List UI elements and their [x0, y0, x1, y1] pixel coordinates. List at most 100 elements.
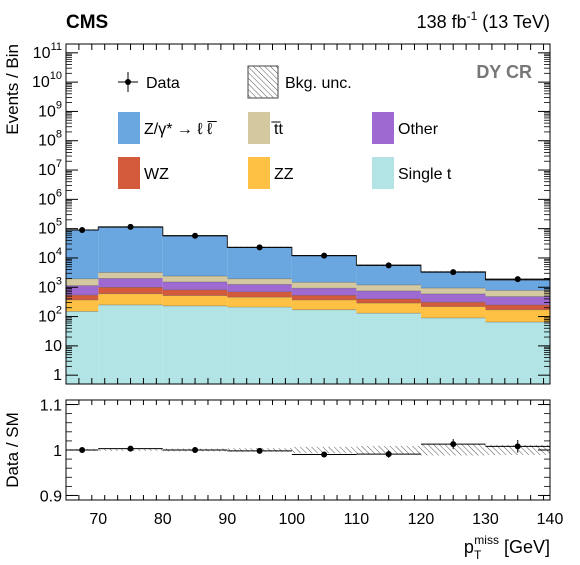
ratio-point-2 [192, 447, 199, 453]
data-points [66, 223, 550, 283]
x-axis-label-p: p [464, 537, 474, 557]
legend-label-singlet: Single t [398, 166, 452, 183]
y-tick-label-6: 106 [38, 187, 62, 208]
bar-other-bin-4 [291, 288, 357, 296]
bar-wz-bin-0 [66, 295, 99, 300]
legend-label-zz: ZZ [274, 166, 294, 183]
x-axis-label-sub: T [474, 548, 482, 562]
ratio-band-bin-5 [356, 445, 421, 455]
legend-bkg-unc: Bkg. unc. [247, 65, 352, 99]
y-tick-label-1: 10 [44, 338, 62, 355]
bar-dy-bin-7 [485, 279, 550, 291]
bar-dy-bin-0 [66, 230, 99, 279]
stacked-histogram [66, 226, 550, 384]
legend-label-wz: WZ [144, 166, 169, 183]
main-panel-frame [65, 43, 551, 385]
series-other [66, 278, 550, 305]
y-tick-label-11: 1011 [33, 41, 62, 62]
experiment-label: CMS [66, 12, 108, 33]
x-axis-label-sup: miss [474, 533, 499, 547]
x-tick-label-140: 140 [537, 511, 564, 528]
series-wz [66, 287, 550, 310]
bar-ttbar-bin-6 [420, 288, 486, 294]
bar-dy-bin-1 [98, 227, 163, 273]
lumi-label: 138 fb-1 (13 TeV) [417, 9, 550, 32]
legend-swatch-other [372, 112, 394, 144]
data-point-6 [450, 269, 457, 276]
bar-wz-bin-2 [162, 289, 228, 296]
lumi-exponent: -1 [467, 9, 478, 23]
bar-wz-bin-4 [291, 295, 357, 300]
bar-other-bin-3 [227, 284, 292, 292]
x-tick-label-110: 110 [344, 511, 370, 528]
x-tick-label-130: 130 [472, 511, 499, 528]
ratio-point-4 [321, 451, 328, 458]
y-tick-label-3: 103 [38, 275, 62, 296]
bar-ttbar-bin-2 [162, 276, 228, 282]
bar-wz-bin-1 [98, 287, 163, 294]
ratio-point-5 [385, 451, 392, 458]
bar-dy-bin-2 [162, 235, 228, 277]
bar-singlet-bin-2 [162, 305, 228, 384]
bar-singlet-bin-7 [485, 322, 550, 384]
bar-singlet-bin-1 [98, 304, 163, 384]
y-tick-label-7: 107 [38, 158, 62, 179]
legend-wz: WZ [118, 157, 169, 189]
legend-label-ttbar: t̅t [271, 121, 283, 138]
bar-ttbar-bin-0 [66, 278, 99, 286]
bar-other-bin-7 [485, 296, 550, 305]
ratio-y-axis-label: Data / SM [3, 412, 22, 488]
legend-swatch-ttbar [248, 112, 270, 144]
series-zz [66, 293, 550, 323]
data-point-5 [385, 262, 392, 269]
bar-dy-bin-3 [227, 247, 292, 279]
lumi-value: 138 fb [417, 12, 467, 32]
y-tick-label-0: 1 [53, 367, 62, 384]
ratio-band-bin-4 [291, 446, 357, 454]
x-axis-label-unit: [GeV] [504, 537, 550, 557]
region-label: DY CR [476, 62, 532, 82]
bar-zz-bin-3 [227, 297, 292, 308]
bar-zz-bin-6 [420, 306, 486, 318]
legend-dy: Z/γ* → ℓ ℓ̅ [118, 112, 217, 144]
main-y-axis-label: Events / Bin [3, 44, 22, 135]
y-tick-label-10: 1010 [32, 70, 62, 91]
ratio-y-tick-label-1: 1 [53, 443, 62, 460]
ratio-point-7 [514, 443, 521, 450]
x-tick-label-90: 90 [218, 511, 236, 528]
bar-ttbar-bin-4 [291, 282, 357, 289]
main-y-axis: 1 10 102 103 104 105 106 107 108 109 1010 1011 [32, 41, 550, 384]
bar-zz-bin-0 [66, 299, 99, 312]
data-point-7 [514, 276, 521, 283]
bar-ttbar-bin-3 [227, 278, 292, 285]
ratio-band-bin-6 [420, 444, 486, 456]
bar-zz-bin-1 [98, 293, 163, 305]
bar-other-bin-0 [66, 285, 99, 296]
data-point-0 [79, 226, 86, 233]
series-dy [66, 227, 550, 291]
bar-singlet-bin-5 [356, 313, 421, 384]
x-tick-label-120: 120 [408, 511, 435, 528]
legend-swatch-zz [248, 157, 270, 189]
ratio-point-3 [256, 447, 263, 454]
x-tick-label-70: 70 [89, 511, 107, 528]
legend: Data Bkg. unc. Z/γ* → ℓ ℓ̅ t̅t Other WZ ZZ Sing… [118, 65, 452, 189]
legend-data-label: Data [146, 75, 180, 92]
legend-singlet: Single t [372, 157, 452, 189]
data-point-3 [256, 244, 263, 251]
y-tick-label-9: 109 [38, 99, 62, 120]
legend-ttbar: t̅t [248, 112, 283, 144]
data-point-1 [127, 223, 134, 230]
x-tick-label-80: 80 [154, 511, 172, 528]
ratio-y-tick-label-0: 0.9 [40, 488, 62, 505]
data-point-2 [192, 232, 199, 239]
legend-swatch-wz [118, 157, 140, 189]
bar-wz-bin-6 [420, 302, 486, 307]
bar-zz-bin-7 [485, 309, 550, 323]
ratio-y-tick-label-2: 1.1 [40, 398, 62, 415]
bar-ttbar-bin-5 [356, 284, 421, 291]
bar-singlet-bin-4 [291, 309, 357, 384]
y-tick-label-2: 102 [38, 305, 62, 326]
bar-zz-bin-4 [291, 299, 357, 310]
